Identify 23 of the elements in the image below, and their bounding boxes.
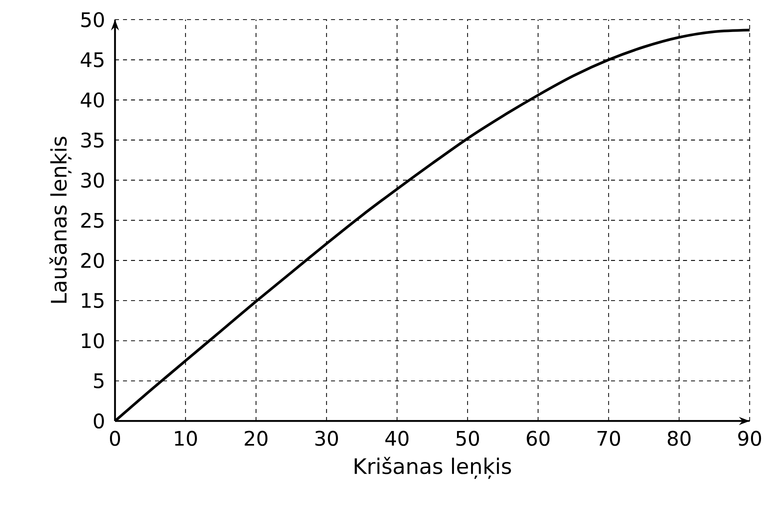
y-tick-label: 5 xyxy=(94,373,104,388)
x-tick-label: 80 xyxy=(668,430,691,446)
y-axis-title: Laušanas leņķis xyxy=(49,136,72,303)
x-tick-label: 10 xyxy=(174,430,197,446)
y-tick-label: 15 xyxy=(82,293,104,308)
x-tick-label: 20 xyxy=(244,430,268,446)
x-tick-label: 70 xyxy=(598,430,620,446)
y-tick-label: 20 xyxy=(81,252,104,268)
y-tick-label: 50 xyxy=(81,12,104,28)
y-tick-label: 25 xyxy=(81,212,104,228)
x-tick-label: 40 xyxy=(385,430,408,446)
x-axis-title: Krišanas leņķis xyxy=(354,456,511,479)
y-tick-label: 30 xyxy=(81,172,104,188)
y-tick-label: 35 xyxy=(81,132,104,148)
x-tick-label: 30 xyxy=(315,430,338,446)
x-tick-label: 90 xyxy=(738,430,762,446)
y-tick-label: 10 xyxy=(82,333,104,348)
y-tick-label: 40 xyxy=(80,92,104,108)
y-tick-label: 0 xyxy=(94,413,104,429)
x-tick-label: 60 xyxy=(526,430,550,446)
y-tick-label: 45 xyxy=(80,52,104,68)
x-tick-label: 50 xyxy=(456,430,479,446)
x-tick-label: 0 xyxy=(110,430,120,446)
